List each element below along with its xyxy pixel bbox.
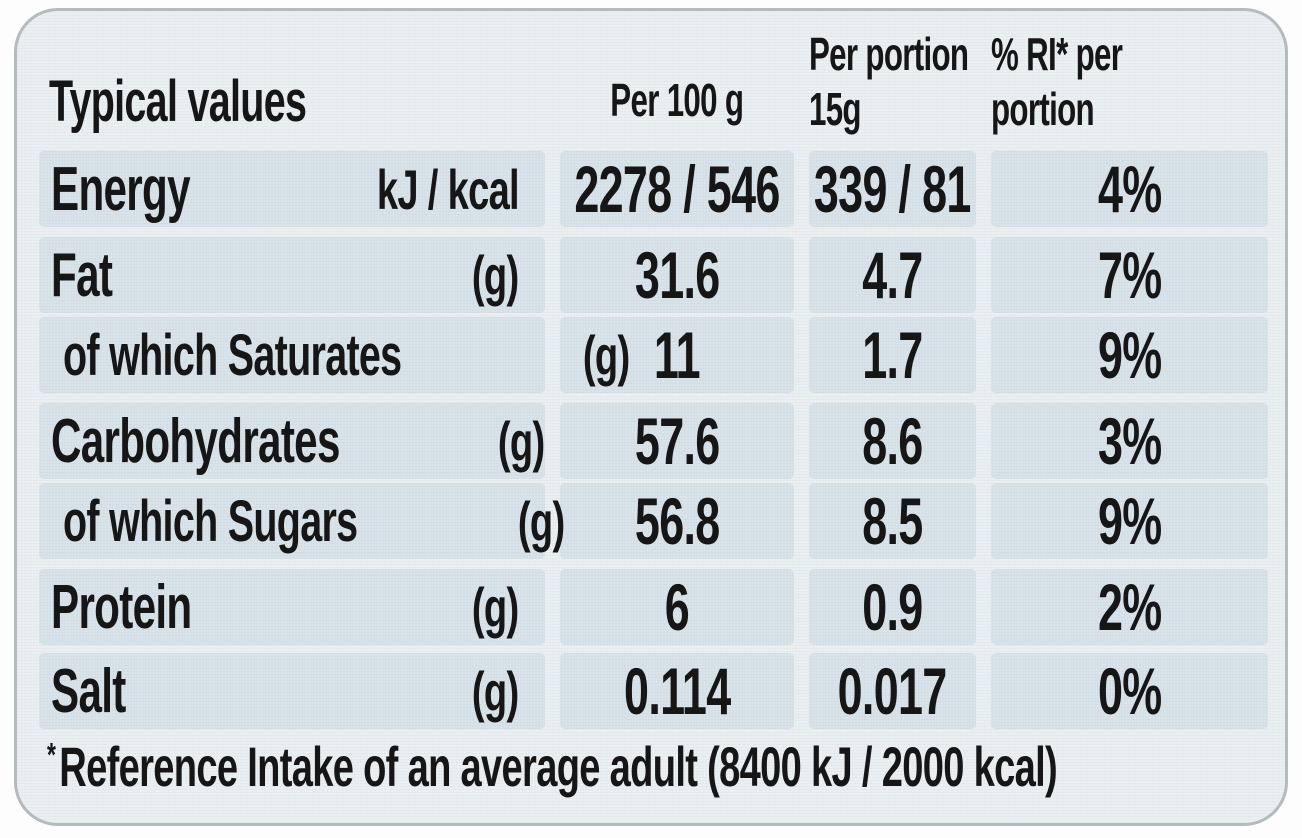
nutrient-label: Salt [51,656,126,726]
ri-percent-value: 9% [1097,484,1162,558]
per-100g-value: 56.8 [634,484,720,558]
header-per-100g: Per 100 g [560,11,794,151]
row-label-cell: Protein (g) [39,569,545,645]
asterisk-marker: * [47,736,56,774]
row-label-cell: of which Sugars (g) [39,483,565,559]
nutrition-label: Typical values Per 100 g Per portion 15g… [14,8,1288,826]
header-per-portion: Per portion 15g [809,11,976,151]
unit-label: (g) [517,489,565,553]
nutrient-label: Protein [51,572,192,642]
row-label-cell: of which Saturates (g) [39,317,630,393]
per-100g-value: 2278 / 546 [574,152,780,226]
per-100g-cell: 11 [560,317,794,393]
per-portion-value: 339 / 81 [814,152,971,226]
ri-percent-cell: 4% [991,151,1268,227]
footnote-text: *Reference Intake of an average adult (8… [47,734,1058,799]
ri-percent-value: 0% [1097,654,1162,728]
per-portion-value: 1.7 [862,318,923,392]
per-100g-value: 57.6 [634,404,720,478]
portion-size-text: 15g [809,83,862,135]
reference-intake-footnote: *Reference Intake of an average adult (8… [47,723,1302,809]
table-row-fat: Fat (g) 31.6 4.7 7% [39,237,1268,313]
nutrient-label: of which Saturates [63,322,402,388]
per-100g-value: 11 [653,318,701,392]
per-portion-value: 8.5 [862,484,923,558]
per-100g-cell: 31.6 [560,237,794,313]
ri-percent-value: 7% [1097,238,1162,312]
table-row-sugars: of which Sugars (g) 56.8 8.5 9% [39,483,1268,559]
ri-per-text: % RI* per [991,28,1123,80]
per-portion-cell: 4.7 [809,237,976,313]
unit-label: (g) [497,409,545,473]
per-portion-value: 0.017 [838,654,948,728]
row-label-cell: Carbohydrates (g) [39,403,545,479]
unit-label: kJ / kcal [376,157,520,221]
per-portion-cell: 339 / 81 [809,151,976,227]
per-portion-value: 0.9 [862,570,923,644]
ri-percent-value: 4% [1097,152,1162,226]
footnote-body: Reference Intake of an average adult (84… [59,734,1058,798]
per-100g-value: 31.6 [634,238,720,312]
table-row-salt: Salt (g) 0.114 0.017 0% [39,653,1268,729]
unit-label: (g) [472,659,519,723]
nutrient-label: Fat [51,240,113,310]
nutrient-label: of which Sugars [63,488,358,554]
row-label-cell: Salt (g) [39,653,545,729]
ri-percent-cell: 2% [991,569,1268,645]
ri-percent-cell: 9% [991,317,1268,393]
nutrient-label: Carbohydrates [51,406,340,476]
per-100g-value: 0.114 [623,654,731,728]
per-100g-cell: 6 [560,569,794,645]
ri-percent-value: 2% [1097,570,1162,644]
table-row-carbohydrates: Carbohydrates (g) 57.6 8.6 3% [39,403,1268,479]
header-typical-values: Typical values [39,11,545,151]
per-portion-cell: 8.5 [809,483,976,559]
nutrient-label: Energy [51,154,191,224]
per-100g-cell: 2278 / 546 [560,151,794,227]
typical-values-text: Typical values [49,69,307,134]
per-100g-text: Per 100 g [610,74,744,126]
ri-percent-cell: 7% [991,237,1268,313]
unit-label: (g) [472,243,519,307]
per-portion-value: 8.6 [862,404,923,478]
per-100g-cell: 57.6 [560,403,794,479]
ri-percent-cell: 0% [991,653,1268,729]
per-portion-cell: 0.9 [809,569,976,645]
ri-percent-cell: 3% [991,403,1268,479]
ri-percent-value: 3% [1097,404,1162,478]
per-100g-value: 6 [664,570,690,644]
unit-label: (g) [472,575,519,639]
per-portion-cell: 8.6 [809,403,976,479]
ri-portion-text: portion [991,83,1095,135]
per-portion-value: 4.7 [862,238,923,312]
per-portion-cell: 1.7 [809,317,976,393]
nutrition-table: Typical values Per 100 g Per portion 15g… [39,11,1268,823]
per-portion-cell: 0.017 [809,653,976,729]
per-100g-cell: 0.114 [560,653,794,729]
table-row-saturates: of which Saturates (g) 11 1.7 9% [39,317,1268,393]
row-label-cell: Energy kJ / kcal [39,151,545,227]
row-label-cell: Fat (g) [39,237,545,313]
unit-label: (g) [582,323,630,387]
table-row-energy: Energy kJ / kcal 2278 / 546 339 / 81 4% [39,151,1268,227]
ri-percent-value: 9% [1097,318,1162,392]
per-100g-cell: 56.8 [560,483,794,559]
table-header-row: Typical values Per 100 g Per portion 15g… [39,11,1262,151]
header-ri-percent: % RI* per portion [991,11,1268,151]
table-row-protein: Protein (g) 6 0.9 2% [39,569,1268,645]
per-portion-text: Per portion [809,28,969,80]
ri-percent-cell: 9% [991,483,1268,559]
